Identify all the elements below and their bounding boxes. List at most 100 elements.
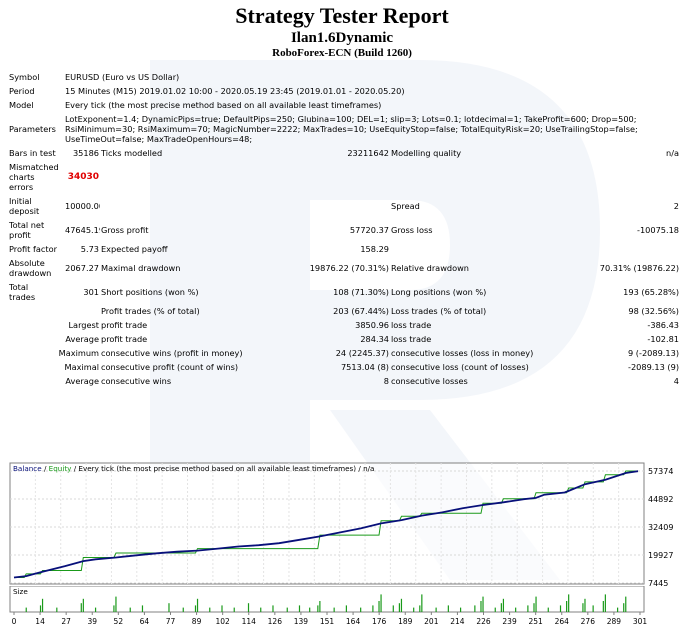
size-bar xyxy=(474,605,476,612)
y-tick-label: 57374 xyxy=(648,467,673,476)
x-tick-label: 276 xyxy=(581,617,596,626)
largest-pt-value: 3850.96 xyxy=(355,320,389,330)
drawdown-row: Absolute drawdown 2067.27 Maximal drawdo… xyxy=(8,256,680,280)
pt-value: 203 (67.44%) xyxy=(333,306,389,316)
size-bar xyxy=(56,607,58,612)
size-bar xyxy=(298,605,301,612)
x-tick-label: 264 xyxy=(555,617,570,626)
size-bar xyxy=(129,607,131,612)
x-tick-label: 164 xyxy=(346,617,361,626)
size-bar xyxy=(617,607,619,612)
netprofit-label-line: profit xyxy=(9,230,31,240)
profitfactor-row: Profit factor 5.73 Expected payoff 158.2… xyxy=(8,242,680,256)
size-bar xyxy=(482,596,484,612)
max-cl-value: 9 (-2089.13) xyxy=(628,348,680,358)
size-bar xyxy=(319,601,321,612)
quality-label: Modelling quality xyxy=(391,148,462,158)
x-tick-label: 14 xyxy=(35,617,45,626)
size-bar xyxy=(515,607,517,612)
bars-row: Bars in test 35186 Ticks modelled 232116… xyxy=(8,146,680,160)
max-cl-label: consecutive losses (loss in money) xyxy=(391,348,534,358)
size-bar xyxy=(604,594,606,612)
absdd-value: 2067.27 xyxy=(65,263,99,273)
period-row: Period 15 Minutes (M15) 2019.01.02 10:00… xyxy=(8,84,680,98)
avg-cl-value: 4 xyxy=(673,376,680,386)
short-label: Short positions (won %) xyxy=(101,287,199,297)
period-value: 15 Minutes (M15) 2019.01.02 10:00 - 2020… xyxy=(65,86,405,96)
x-tick-label: 89 xyxy=(192,617,202,626)
deposit-label-line: Initial xyxy=(9,196,32,206)
size-bar xyxy=(260,607,262,612)
average2-label: Average xyxy=(65,376,99,386)
maxdd-label: Maximal drawdown xyxy=(101,263,181,273)
y-tick-label: 19927 xyxy=(648,551,673,560)
x-tick-label: 239 xyxy=(502,617,517,626)
size-bar xyxy=(360,607,362,612)
max-cw-value: 24 (2245.37) xyxy=(335,348,389,358)
average-row: Average profit trade 284.34 loss trade -… xyxy=(8,332,680,346)
lt-value: 98 (32.56%) xyxy=(628,306,680,316)
maximal-label: Maximal xyxy=(64,362,99,372)
reldd-value: 70.31% (19876.22) xyxy=(599,263,680,273)
broker-name: RoboForex-ECN (Build 1260) xyxy=(272,47,412,59)
size-bar xyxy=(380,594,382,612)
size-bar xyxy=(413,607,415,612)
symbol-value: EURUSD (Euro vs US Dollar) xyxy=(65,72,180,82)
x-tick-label: 102 xyxy=(216,617,231,626)
size-bar xyxy=(39,605,42,612)
model-value: Every tick (the most precise method base… xyxy=(65,100,382,110)
mismatch-label-line: Mismatched xyxy=(9,162,59,172)
report-table: Symbol EURUSD (Euro vs US Dollar) Period… xyxy=(8,70,680,388)
model-label: Model xyxy=(9,100,34,110)
symbol-label: Symbol xyxy=(9,72,40,82)
expert-name: Ilan1.6Dynamic xyxy=(290,30,394,46)
size-chart: Size 0 14 27 39 52 64 77 89 102 114 126 139 151 164 176… xyxy=(8,586,680,630)
x-tick-label: 189 xyxy=(398,617,413,626)
size-bar xyxy=(80,603,82,612)
size-bar xyxy=(115,596,117,612)
avg-lt-value: -102.81 xyxy=(647,334,680,344)
size-bar xyxy=(398,603,401,612)
average-label: Average xyxy=(65,334,99,344)
netprofit-row: Total net profit 47645.19 Gross profit 5… xyxy=(8,218,680,242)
payoff-value: 158.29 xyxy=(360,244,389,254)
deposit-value: 10000.00 xyxy=(65,201,100,211)
y-tick-label: 32409 xyxy=(648,523,673,532)
size-bar xyxy=(559,605,562,612)
netprofit-label: Total net profit xyxy=(8,218,64,242)
parameters-line: UseTimeOut=false; MaxTradeOpenHours=48; xyxy=(65,134,253,144)
avg-cw-value: 8 xyxy=(383,376,389,386)
x-tick-label: 52 xyxy=(114,617,124,626)
grossprofit-label: Gross profit xyxy=(101,225,149,235)
spread-label: Spread xyxy=(391,201,420,211)
size-bar xyxy=(247,603,250,612)
short-value: 108 (71.30%) xyxy=(333,287,389,297)
size-bar xyxy=(400,598,403,612)
deposit-row: Initial deposit 10000.00 Spread 2 xyxy=(8,194,680,218)
size-bar xyxy=(182,607,184,612)
mxl-cl-value: -2089.13 (9) xyxy=(628,362,680,372)
x-tick-label: 301 xyxy=(633,617,648,626)
size-chart-frame xyxy=(9,586,645,613)
largest-pt-label: profit trade xyxy=(101,320,148,330)
bars-label: Bars in test xyxy=(9,148,56,158)
x-tick-label: 139 xyxy=(294,617,309,626)
largest-label: Largest xyxy=(68,320,99,330)
size-chart-svg: Size 0 14 27 39 52 64 77 89 102 114 126 139 151 164 176… xyxy=(9,586,648,626)
ticks-label: Ticks modelled xyxy=(101,148,163,158)
payoff-label: Expected payoff xyxy=(101,244,168,254)
size-bar xyxy=(345,605,347,612)
avg-cw-label: consecutive wins xyxy=(101,376,172,386)
size-bar xyxy=(286,607,288,612)
model-row: Model Every tick (the most precise metho… xyxy=(8,98,680,112)
size-bar xyxy=(309,607,311,612)
size-bar xyxy=(196,598,199,612)
size-bar xyxy=(233,607,235,612)
mismatch-value: 34030 xyxy=(67,172,99,182)
x-tick-label: 201 xyxy=(424,617,439,626)
size-bar xyxy=(502,598,505,612)
parameters-line: RsiMinimum=30; RsiMaximum=70; MagicNumbe… xyxy=(65,124,638,134)
chart-frame xyxy=(9,462,645,585)
avg-pt-value: 284.34 xyxy=(360,334,389,344)
pt-label: Profit trades (% of total) xyxy=(101,306,200,316)
